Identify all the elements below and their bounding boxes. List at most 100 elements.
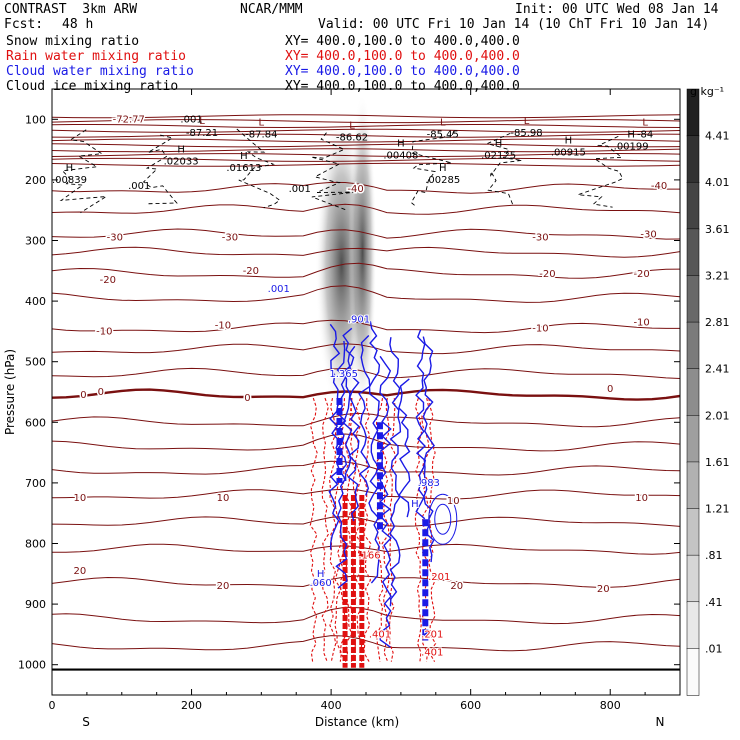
ice-max-marker: H — [397, 139, 405, 150]
y-tick-label: 700 — [25, 477, 46, 490]
temperature-contour-upper — [52, 157, 680, 162]
temperature-contour — [52, 228, 680, 240]
temperature-label: 20 — [597, 584, 610, 595]
colorbar-swatch — [686, 228, 700, 277]
temperature-contour-upper — [52, 143, 680, 148]
cloud-water-contour — [328, 323, 341, 550]
cloud-water-label: .901 — [348, 314, 370, 325]
ice-max-value: .00199 — [614, 142, 649, 153]
fcst-label: Fcst: — [4, 17, 44, 32]
rain-contour — [329, 397, 337, 662]
temperature-contour — [52, 412, 680, 428]
field-cloudwater-xy: XY= 400.0,100.0 to 400.0,400.0 — [285, 64, 520, 79]
ice-contour — [59, 129, 107, 214]
rain-label: .166 — [358, 551, 380, 562]
rain-contour — [363, 398, 372, 662]
temperature-min-value: -85.98 — [510, 128, 542, 139]
temperature-contour-upper — [52, 162, 680, 167]
y-tick-label: 600 — [25, 416, 46, 429]
x-tick-label: 800 — [600, 699, 621, 712]
x-end-label-north: N — [656, 715, 665, 729]
temperature-label: 0 — [80, 390, 86, 401]
field-snow-xy: XY= 400.0,100.0 to 400.0,400.0 — [285, 34, 520, 49]
temperature-label: 10 — [74, 493, 87, 504]
ice-contour-label: .001 — [128, 181, 150, 192]
temperature-label: -10 — [532, 323, 548, 334]
colorbar-swatch — [686, 321, 700, 370]
fcst-value: 48 h — [62, 17, 94, 32]
temperature-contour-upper — [52, 128, 680, 133]
temperature-label: 0 — [244, 393, 250, 404]
temperature-min-value: -85.45 — [427, 129, 459, 140]
temperature-label: -10 — [633, 317, 649, 328]
temperature-contour — [52, 575, 680, 588]
cloud-water-label: .983 — [418, 478, 440, 489]
y-tick-label: 900 — [25, 598, 46, 611]
ice-contour — [410, 131, 455, 207]
temperature-label: -20 — [539, 269, 555, 280]
snow-column-core — [348, 92, 377, 413]
rain-contour — [309, 397, 318, 662]
ice-max-marker: H — [565, 136, 573, 147]
y-tick-label: 500 — [25, 356, 46, 369]
colorbar-swatch — [686, 554, 700, 603]
ice-max-value: .00839 — [52, 175, 87, 186]
colorbar-swatch — [686, 648, 700, 696]
field-ice-xy: XY= 400.0,100.0 to 400.0,400.0 — [285, 79, 520, 94]
temperature-min-marker: L — [349, 120, 355, 131]
cloud-water-contour — [422, 336, 436, 563]
temperature-min-value: -87.84 — [245, 129, 277, 140]
temperature-label: -20 — [100, 275, 116, 286]
colorbar-tick-label: .01 — [705, 642, 723, 655]
colorbar-tick-label: 4.01 — [705, 176, 730, 189]
temperature-label: 20 — [450, 581, 463, 592]
cloud-water-contour — [368, 321, 381, 584]
model-label: CONTRAST 3km ARW — [4, 2, 138, 17]
temperature-label: -40 — [651, 181, 667, 192]
temperature-label: -10 — [96, 326, 112, 337]
cloud-water-label: H — [411, 499, 419, 510]
temperature-contour-upper — [52, 114, 680, 119]
field-ice-name: Cloud ice mixing ratio — [6, 79, 179, 94]
temperature-label: -30 — [107, 232, 123, 243]
cloud-water-contour — [335, 340, 348, 589]
colorbar-swatch — [686, 601, 700, 650]
field-rain-name: Rain water mixing ratio — [6, 49, 187, 64]
ice-max-value: .00285 — [425, 175, 460, 186]
colorbar-tick-label: 3.21 — [705, 269, 730, 282]
colorbar-tick-label: .41 — [705, 596, 723, 609]
valid-time: Valid: 00 UTC Fri 10 Jan 14 (10 ChT Fri … — [318, 17, 710, 32]
cloud-water-contour — [379, 355, 392, 648]
temperature-contour — [52, 367, 680, 379]
x-tick-label: 400 — [321, 699, 342, 712]
temperature-contour — [52, 181, 680, 194]
colorbar-tick-label: 1.21 — [705, 503, 730, 516]
y-tick-label: 1000 — [18, 659, 46, 672]
temperature-contour — [52, 635, 680, 652]
temperature-min-marker: L — [199, 116, 205, 127]
temperature-label: 0 — [98, 387, 104, 398]
temperature-contour — [52, 246, 680, 258]
temperature-label: 10 — [217, 493, 230, 504]
field-rain-xy: XY= 400.0,100.0 to 400.0,400.0 — [285, 49, 520, 64]
temperature-contour — [52, 262, 680, 279]
field-cloudwater-name: Cloud water mixing ratio — [6, 64, 194, 79]
colorbar-swatch — [686, 368, 700, 417]
rain-label: .201 — [428, 572, 450, 583]
temperature-contour — [52, 606, 680, 625]
org-label: NCAR/MMM — [240, 2, 303, 17]
colorbar-tick-label: 2.81 — [705, 316, 730, 329]
temperature-min-marker: L — [440, 117, 446, 128]
temperature-label: 10 — [635, 493, 648, 504]
ice-contour — [310, 132, 355, 211]
ice-contour-label: .001 — [180, 114, 202, 125]
colorbar-tick-label: .81 — [705, 549, 723, 562]
cloud-water-cell — [428, 493, 458, 545]
colorbar-tick-label: 3.61 — [705, 223, 730, 236]
temperature-contour-upper — [52, 119, 680, 124]
init-time: Init: 00 UTC Wed 08 Jan 14 — [515, 2, 719, 17]
colorbar-tick-label: 2.41 — [705, 363, 730, 376]
field-snow-name: Snow mixing ratio — [6, 34, 140, 49]
colorbar-tick-label: 4.41 — [705, 130, 730, 143]
